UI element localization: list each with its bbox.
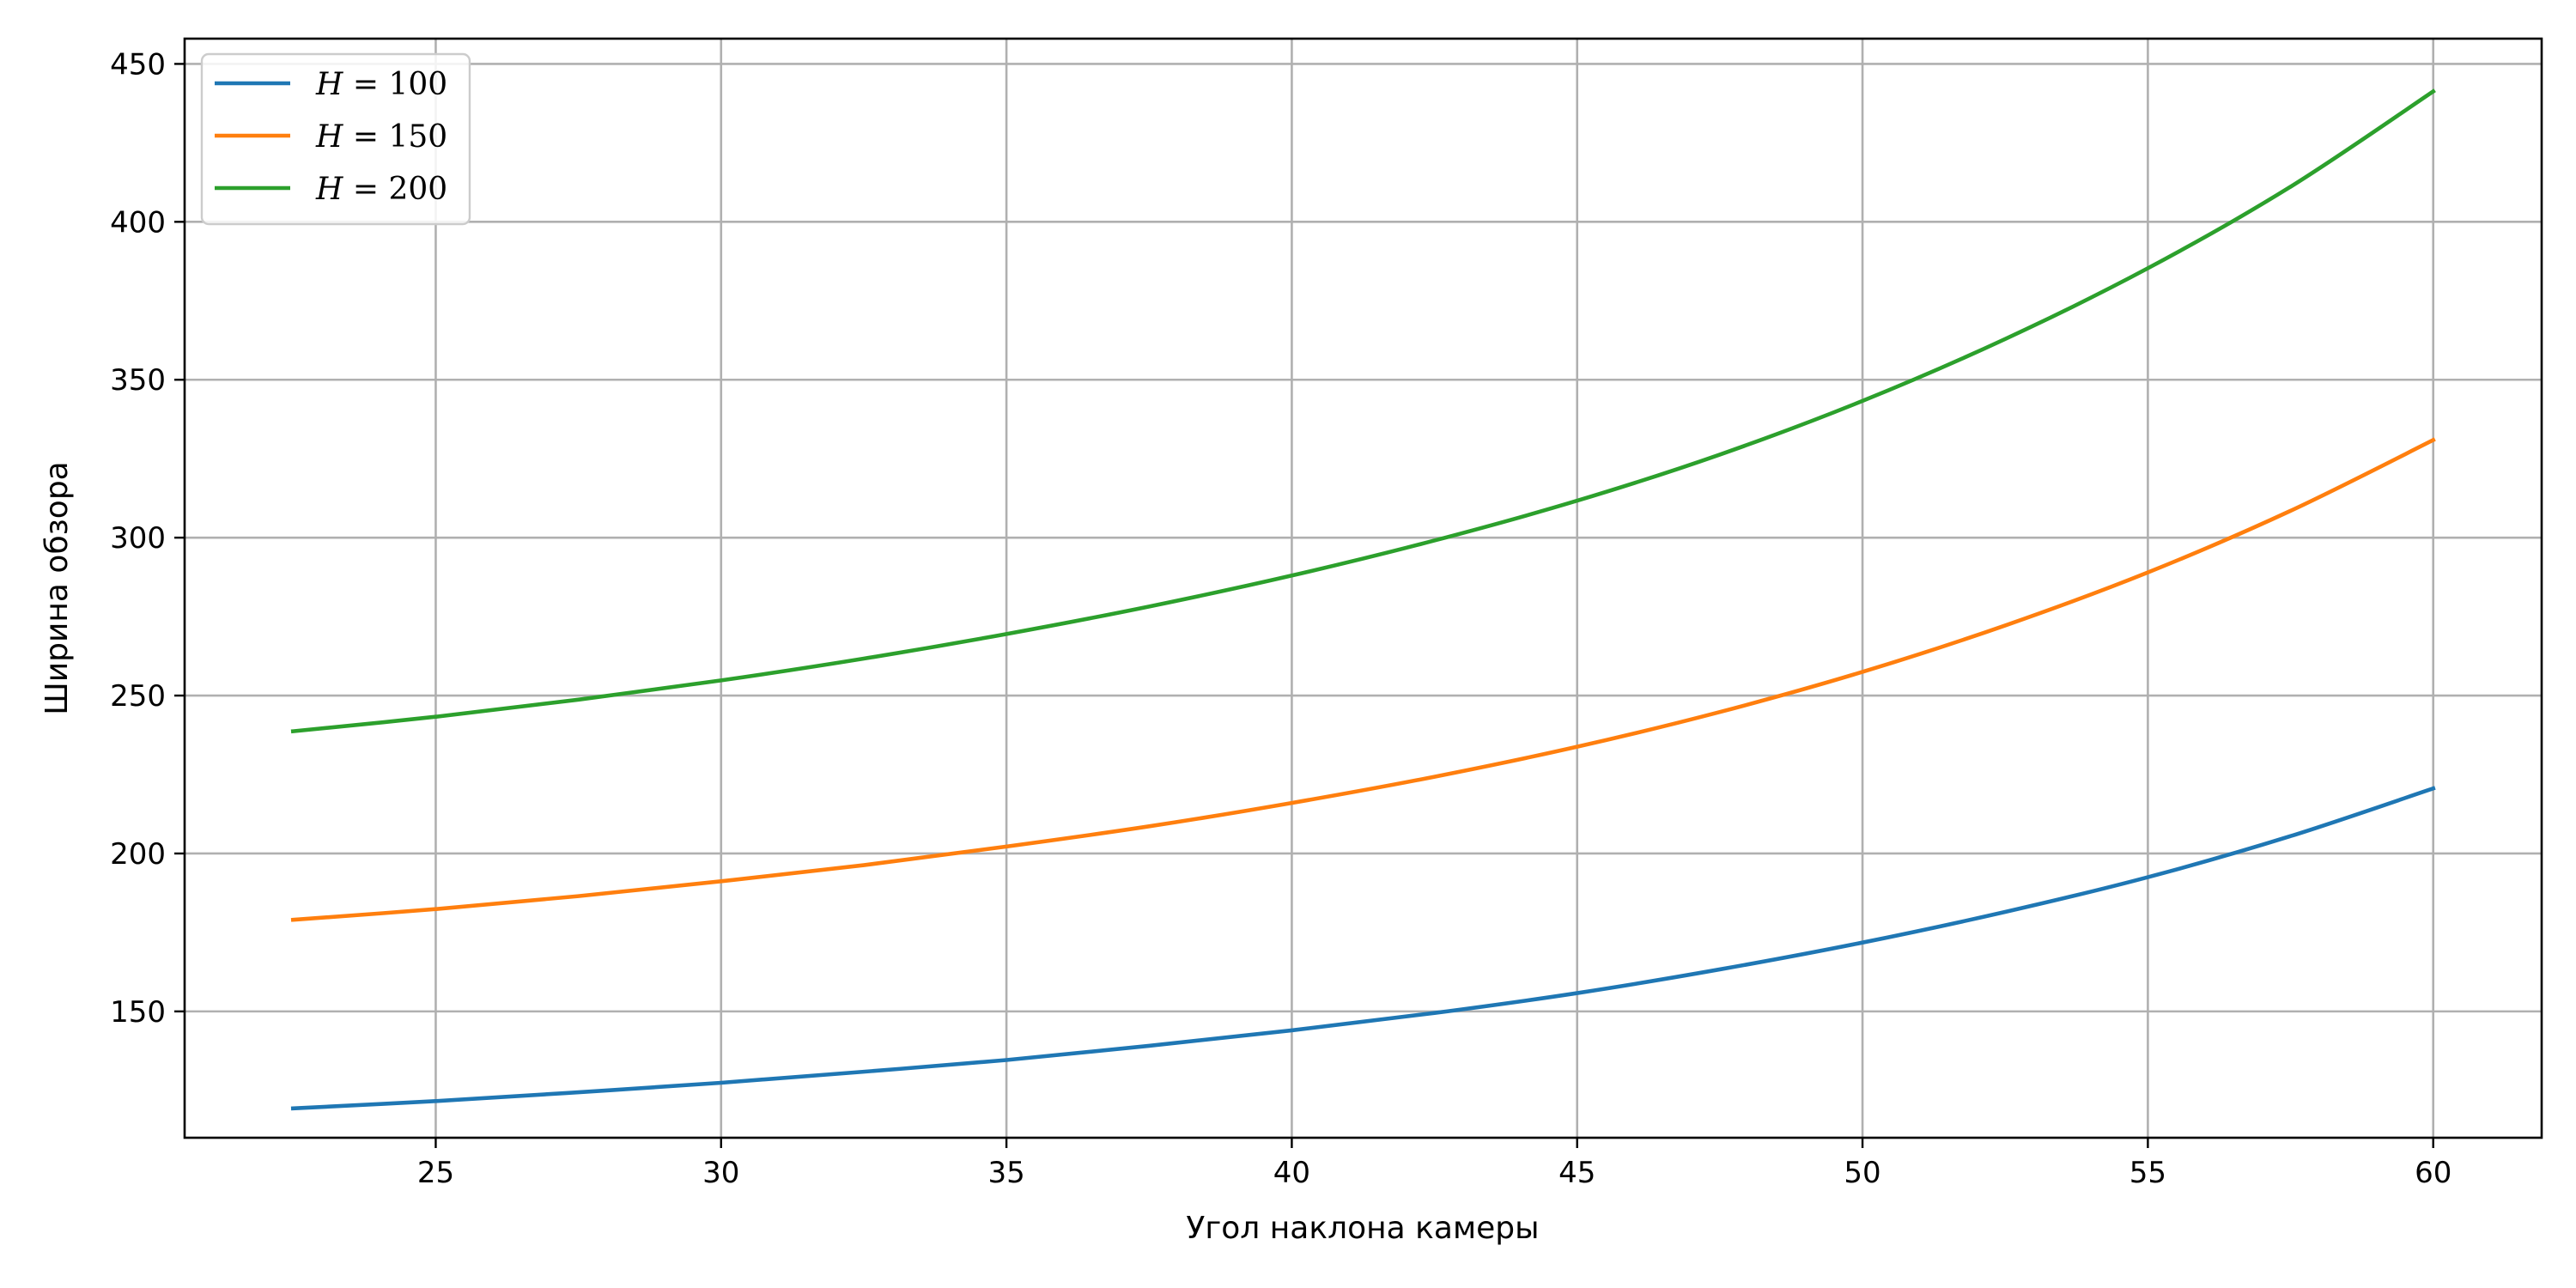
y-tick-label: 250	[110, 679, 166, 714]
x-tick-label: 50	[1844, 1156, 1880, 1190]
y-tick-label: 150	[110, 995, 166, 1030]
legend-value: 100	[388, 67, 447, 102]
grid-layer	[185, 39, 2542, 1138]
series-line-100	[290, 786, 2436, 1111]
legend-equals: =	[343, 67, 388, 102]
x-axis-title: Угол наклона камеры	[1186, 1211, 1539, 1246]
legend-value: 200	[388, 172, 447, 207]
y-tick-label: 200	[110, 837, 166, 872]
series-line-150	[290, 437, 2436, 922]
x-tick-label: 40	[1273, 1156, 1310, 1190]
tick-layer: 25 30 35 40 45 50 55 60 150 200 250 300 350 400 450	[110, 47, 2451, 1190]
legend-equals: =	[343, 119, 388, 155]
x-tick-label: 45	[1558, 1156, 1595, 1190]
legend-value: 150	[388, 119, 447, 155]
legend-label-100: H = 100	[315, 67, 447, 102]
plot-frame	[183, 37, 2543, 1139]
legend-box	[200, 52, 471, 226]
legend-label-150: H = 150	[315, 119, 447, 155]
series-line-200	[290, 88, 2436, 734]
y-tick-label: 300	[110, 521, 166, 556]
y-tick-label: 400	[110, 205, 166, 240]
y-tick-label: 450	[110, 47, 166, 82]
legend-equals: =	[343, 172, 388, 207]
series-layer	[290, 88, 2436, 1111]
x-tick-label: 25	[417, 1156, 454, 1190]
x-tick-label: 60	[2415, 1156, 2451, 1190]
legend-label-200: H = 200	[315, 172, 447, 207]
legend-variable: H	[315, 119, 343, 155]
y-tick-label: 350	[110, 363, 166, 398]
legend-variable: H	[315, 67, 343, 102]
x-tick-label: 35	[987, 1156, 1024, 1190]
x-tick-label: 30	[702, 1156, 739, 1190]
y-axis-title: Ширина обзора	[39, 461, 75, 715]
x-tick-label: 55	[2129, 1156, 2166, 1190]
legend-variable: H	[315, 172, 343, 207]
